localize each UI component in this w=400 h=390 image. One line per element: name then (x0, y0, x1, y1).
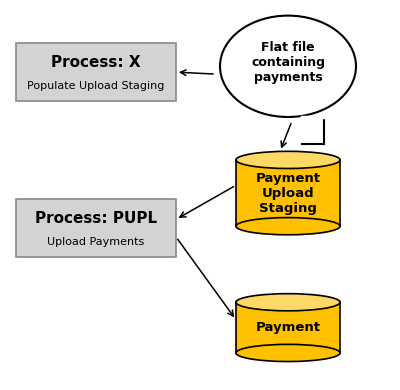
Text: Process: PUPL: Process: PUPL (35, 211, 157, 226)
Ellipse shape (236, 151, 340, 168)
Ellipse shape (236, 294, 340, 311)
Bar (236, 302, 340, 353)
Text: Populate Upload Staging: Populate Upload Staging (27, 81, 165, 90)
Ellipse shape (236, 218, 340, 235)
Bar (302, 117, 324, 144)
Text: Payment
Upload
Staging: Payment Upload Staging (256, 172, 320, 214)
FancyBboxPatch shape (16, 43, 176, 101)
Ellipse shape (220, 16, 356, 117)
Text: Process: X: Process: X (51, 55, 141, 70)
Text: Payment: Payment (256, 321, 320, 334)
FancyBboxPatch shape (16, 199, 176, 257)
Bar (236, 160, 340, 226)
Text: Flat file
containing
payments: Flat file containing payments (251, 41, 325, 84)
Ellipse shape (236, 344, 340, 362)
Text: Upload Payments: Upload Payments (47, 237, 145, 246)
